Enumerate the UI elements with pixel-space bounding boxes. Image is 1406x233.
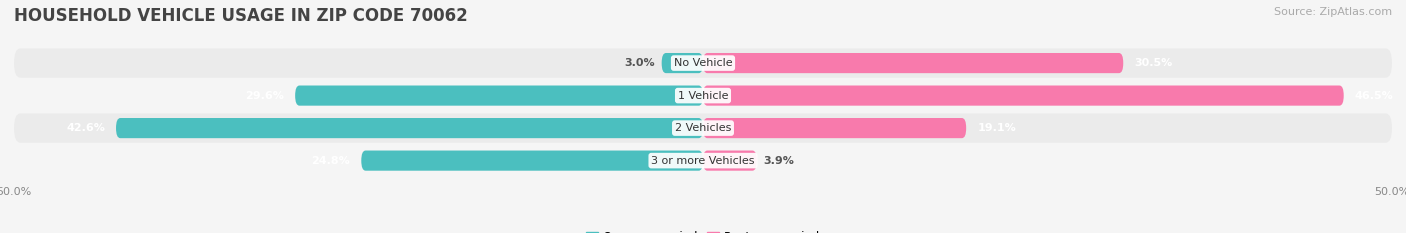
Text: 2 Vehicles: 2 Vehicles (675, 123, 731, 133)
FancyBboxPatch shape (14, 48, 1392, 78)
Text: 3.9%: 3.9% (763, 156, 794, 166)
FancyBboxPatch shape (703, 151, 756, 171)
Text: 42.6%: 42.6% (66, 123, 105, 133)
FancyBboxPatch shape (703, 86, 1344, 106)
FancyBboxPatch shape (361, 151, 703, 171)
Legend: Owner-occupied, Renter-occupied: Owner-occupied, Renter-occupied (581, 226, 825, 233)
FancyBboxPatch shape (703, 53, 1123, 73)
Text: 29.6%: 29.6% (245, 91, 284, 101)
FancyBboxPatch shape (662, 53, 703, 73)
Text: 30.5%: 30.5% (1135, 58, 1173, 68)
Text: 24.8%: 24.8% (312, 156, 350, 166)
FancyBboxPatch shape (14, 81, 1392, 110)
Text: 3.0%: 3.0% (624, 58, 655, 68)
Text: 3 or more Vehicles: 3 or more Vehicles (651, 156, 755, 166)
FancyBboxPatch shape (14, 113, 1392, 143)
Text: 1 Vehicle: 1 Vehicle (678, 91, 728, 101)
Text: HOUSEHOLD VEHICLE USAGE IN ZIP CODE 70062: HOUSEHOLD VEHICLE USAGE IN ZIP CODE 7006… (14, 7, 468, 25)
Text: No Vehicle: No Vehicle (673, 58, 733, 68)
Text: Source: ZipAtlas.com: Source: ZipAtlas.com (1274, 7, 1392, 17)
FancyBboxPatch shape (295, 86, 703, 106)
FancyBboxPatch shape (703, 118, 966, 138)
FancyBboxPatch shape (117, 118, 703, 138)
Text: 19.1%: 19.1% (977, 123, 1017, 133)
Text: 46.5%: 46.5% (1355, 91, 1393, 101)
FancyBboxPatch shape (14, 146, 1392, 175)
